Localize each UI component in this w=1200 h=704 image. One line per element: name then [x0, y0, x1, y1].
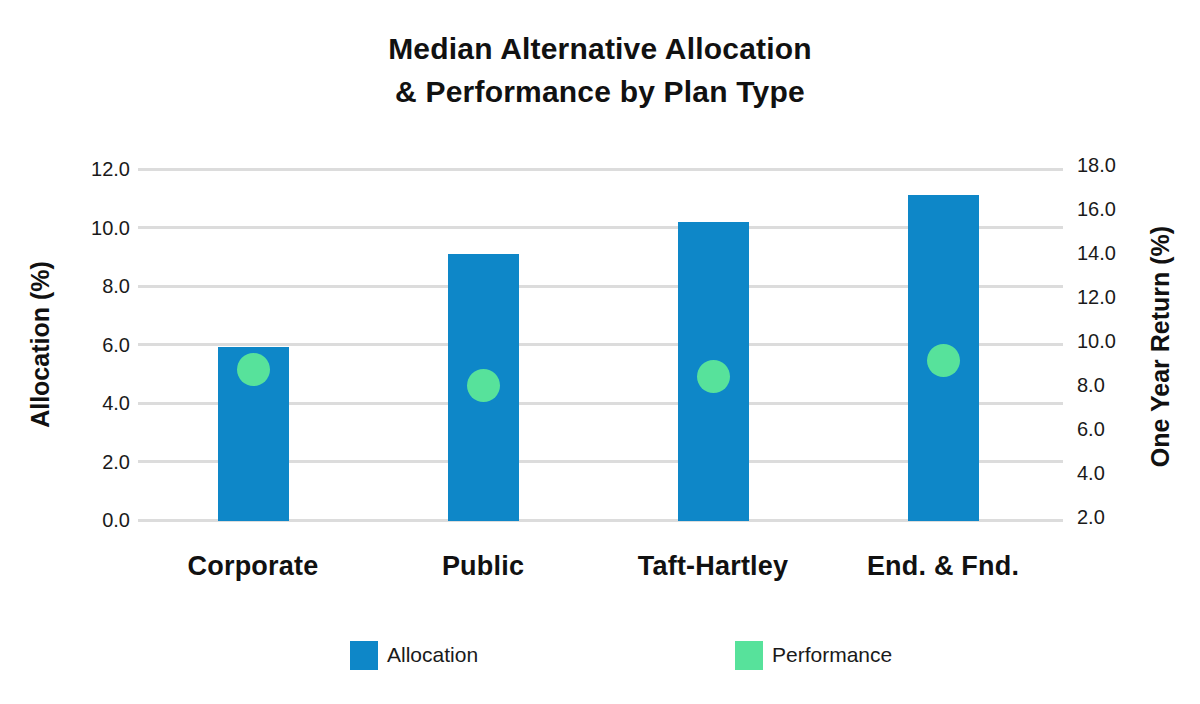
dot-taft-hartley [697, 360, 730, 393]
chart-title: Median Alternative Allocation & Performa… [0, 27, 1200, 113]
chart-title-line1: Median Alternative Allocation [0, 27, 1200, 70]
legend: Allocation Performance [0, 640, 1200, 672]
category-label: Corporate [133, 551, 373, 582]
category-label: Taft-Hartley [593, 551, 833, 582]
right-axis-title: One Year Return (%) [1146, 147, 1175, 547]
performance-swatch-icon [735, 641, 763, 670]
right-tick-label: 18.0 [1077, 153, 1116, 177]
right-tick-label: 4.0 [1077, 461, 1105, 485]
allocation-swatch-icon [350, 641, 378, 670]
category-label: Public [363, 551, 603, 582]
right-tick-label: 6.0 [1077, 417, 1105, 441]
dual-axis-bar-chart: Median Alternative Allocation & Performa… [0, 0, 1200, 704]
legend-item-performance: Performance [735, 640, 892, 670]
left-tick-label: 0.0 [56, 508, 130, 532]
left-tick-label: 12.0 [56, 157, 130, 181]
left-tick-label: 8.0 [56, 274, 130, 298]
right-tick-label: 10.0 [1077, 329, 1116, 353]
legend-label-allocation: Allocation [387, 643, 478, 667]
left-tick-label: 10.0 [56, 216, 130, 240]
legend-item-allocation: Allocation [350, 640, 478, 670]
chart-title-line2: & Performance by Plan Type [0, 70, 1200, 113]
dot-end-fnd- [927, 344, 960, 377]
right-tick-label: 16.0 [1077, 197, 1116, 221]
left-tick-label: 2.0 [56, 450, 130, 474]
dot-corporate [237, 353, 270, 386]
gridline [138, 168, 1063, 171]
right-tick-label: 8.0 [1077, 373, 1105, 397]
right-tick-label: 14.0 [1077, 241, 1116, 265]
right-tick-label: 12.0 [1077, 285, 1116, 309]
left-tick-label: 6.0 [56, 333, 130, 357]
left-axis-title: Allocation (%) [26, 145, 55, 545]
left-tick-label: 4.0 [56, 391, 130, 415]
dot-public [467, 369, 500, 402]
legend-label-performance: Performance [772, 643, 892, 667]
right-tick-label: 2.0 [1077, 505, 1105, 529]
category-label: End. & Fnd. [823, 551, 1063, 582]
